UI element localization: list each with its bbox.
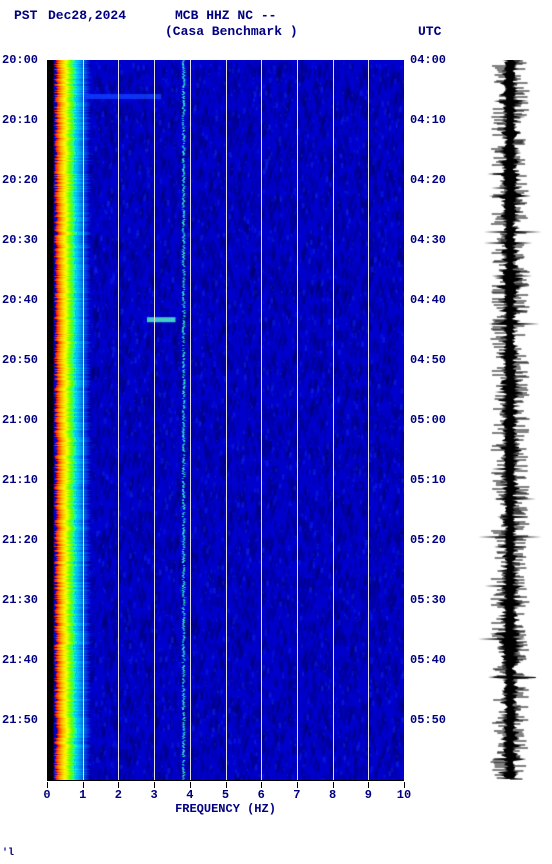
y-right-tick: 04:10 (410, 113, 454, 127)
y-right-tick: 05:00 (410, 413, 454, 427)
x-tick-label: 2 (108, 788, 128, 802)
x-tick-label: 10 (394, 788, 414, 802)
y-right-tick: 05:40 (410, 653, 454, 667)
date-label: Dec28,2024 (48, 8, 126, 23)
x-tick-label: 1 (73, 788, 93, 802)
seismogram (478, 60, 542, 780)
y-right-tick: 05:20 (410, 533, 454, 547)
y-axis-right: 04:0004:1004:2004:3004:4004:5005:0005:10… (410, 60, 460, 780)
x-axis: FREQUENCY (HZ) 012345678910 (47, 782, 404, 822)
y-axis-left: 20:0020:1020:2020:3020:4020:5021:0021:10… (2, 60, 46, 780)
y-left-tick: 20:40 (2, 293, 46, 307)
y-right-tick: 04:50 (410, 353, 454, 367)
y-right-tick: 04:30 (410, 233, 454, 247)
x-tick-label: 8 (323, 788, 343, 802)
y-left-tick: 20:00 (2, 53, 46, 67)
x-tick-label: 3 (144, 788, 164, 802)
seismogram-canvas (478, 60, 542, 780)
x-tick-label: 0 (37, 788, 57, 802)
y-right-tick: 04:20 (410, 173, 454, 187)
x-tick-label: 6 (251, 788, 271, 802)
spectrogram-canvas (47, 60, 404, 780)
y-right-tick: 04:40 (410, 293, 454, 307)
x-tick-label: 9 (358, 788, 378, 802)
y-left-tick: 21:10 (2, 473, 46, 487)
x-tick-label: 7 (287, 788, 307, 802)
y-left-tick: 21:40 (2, 653, 46, 667)
y-right-tick: 05:30 (410, 593, 454, 607)
x-tick-label: 4 (180, 788, 200, 802)
location-label: (Casa Benchmark ) (165, 24, 298, 39)
y-left-tick: 21:20 (2, 533, 46, 547)
y-right-tick: 04:00 (410, 53, 454, 67)
y-left-tick: 20:20 (2, 173, 46, 187)
footer-mark: 'l (2, 848, 14, 859)
tz-left-label: PST (14, 8, 37, 23)
y-left-tick: 21:30 (2, 593, 46, 607)
x-axis-label: FREQUENCY (HZ) (47, 802, 404, 816)
y-right-tick: 05:50 (410, 713, 454, 727)
y-right-tick: 05:10 (410, 473, 454, 487)
y-left-tick: 21:50 (2, 713, 46, 727)
y-left-tick: 20:10 (2, 113, 46, 127)
station-label: MCB HHZ NC -- (175, 8, 276, 23)
y-left-tick: 21:00 (2, 413, 46, 427)
tz-right-label: UTC (418, 24, 441, 39)
y-left-tick: 20:30 (2, 233, 46, 247)
x-tick-label: 5 (216, 788, 236, 802)
spectrogram (47, 60, 404, 780)
y-left-tick: 20:50 (2, 353, 46, 367)
x-axis-line (47, 780, 404, 781)
